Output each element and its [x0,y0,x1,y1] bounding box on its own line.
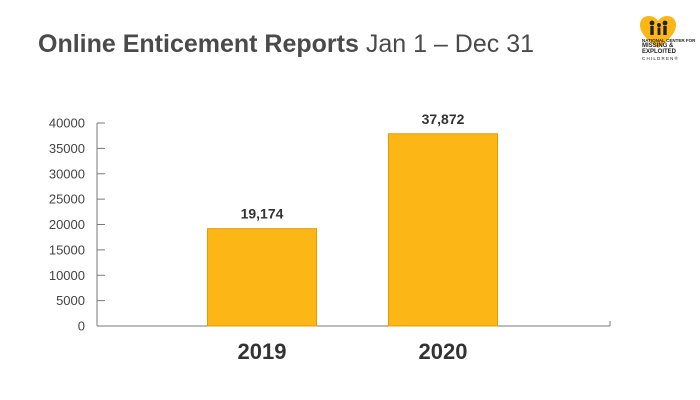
ncmec-logo: NATIONAL CENTER FOR MISSING & EXPLOITED … [634,14,695,70]
logo-text-line-1: NATIONAL CENTER FOR [642,38,696,43]
y-tick-label: 0 [78,319,85,334]
y-tick-label: 15000 [49,242,85,257]
x-tick-label-2019: 2019 [238,339,287,364]
logo-text-line-2: MISSING & [642,43,674,49]
heart-children-icon [640,16,676,48]
y-tick-label: 25000 [49,192,85,207]
y-tick-label: 40000 [49,116,85,131]
chart-title-date-range: Jan 1 – Dec 31 [365,30,535,58]
x-tick-label-2020: 2020 [419,339,468,364]
data-label-2020: 37,872 [422,111,465,127]
chart-title-main: Online Enticement Reports [38,30,359,58]
y-tick-label: 10000 [49,268,85,283]
bar-2019 [207,228,317,327]
y-tick-label: 30000 [49,166,85,181]
bar-2020 [388,133,498,327]
y-tick-label: 20000 [49,217,85,232]
y-tick-label: 5000 [56,293,85,308]
logo-text-line-3: EXPLOITED [642,49,677,55]
data-label-2019: 19,174 [241,206,284,222]
chart-title: Online Enticement Reports Jan 1 – Dec 31 [38,30,534,59]
logo-text-line-4: CHILDREN® [642,56,680,61]
y-tick-label: 35000 [49,141,85,156]
